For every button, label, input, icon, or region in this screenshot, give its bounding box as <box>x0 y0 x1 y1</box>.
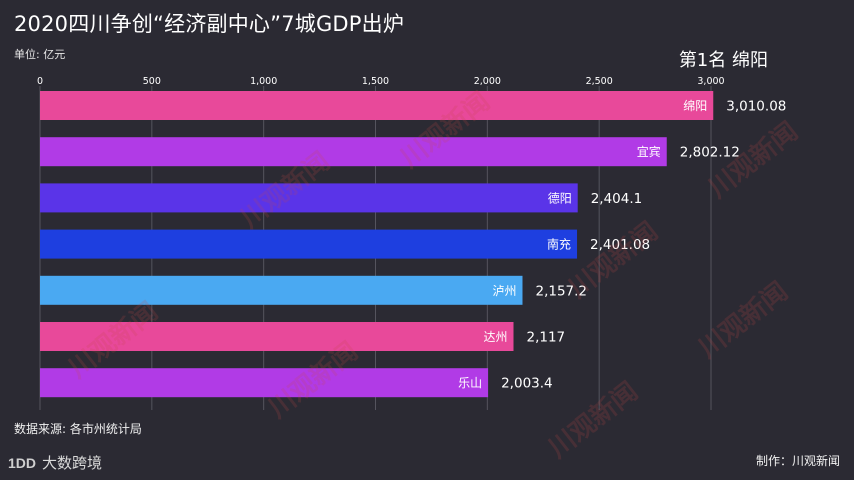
x-tick-label: 2,000 <box>474 76 501 87</box>
logo-icon: 1DD <box>8 454 37 471</box>
bar-category-label: 达州 <box>483 330 507 344</box>
credit-text: 制作：川观新闻 <box>755 454 840 468</box>
bar-value-label: 2,157.2 <box>535 283 587 299</box>
x-tick-label: 0 <box>37 76 43 87</box>
x-tick-label: 1,500 <box>362 76 389 87</box>
bar-value-label: 2,802.12 <box>680 145 740 161</box>
data-source: 数据来源: 各市州统计局 <box>14 422 142 436</box>
bar <box>40 368 489 398</box>
bar <box>40 322 514 351</box>
bar-category-label: 宜宾 <box>637 144 661 159</box>
x-tick-label: 3,000 <box>697 76 724 87</box>
unit-label: 单位: 亿元 <box>14 48 66 61</box>
x-tick-label: 500 <box>143 76 161 87</box>
bar <box>40 275 523 305</box>
bar-value-label: 2,003.4 <box>501 376 553 392</box>
chart-title: 2020四川争创“经济副中心”7城GDP出炉 <box>14 12 405 36</box>
bar <box>40 91 714 120</box>
bar-value-label: 2,404.1 <box>591 191 643 207</box>
rank-label: 第1名 绵阳 <box>678 50 768 71</box>
brand-logo: 1DD 大数跨境 <box>8 452 102 473</box>
bar-category-label: 泸州 <box>492 284 516 298</box>
bar-value-label: 2,117 <box>527 330 566 346</box>
bar <box>40 137 667 167</box>
bar-category-label: 绵阳 <box>683 99 707 113</box>
logo-text: 大数跨境 <box>42 454 103 472</box>
bar-category-label: 乐山 <box>458 376 482 390</box>
bar-value-label: 2,401.08 <box>590 237 650 253</box>
x-tick-label: 2,500 <box>586 76 613 87</box>
x-tick-label: 1,000 <box>250 76 277 87</box>
bar-category-label: 南充 <box>547 237 571 252</box>
bar <box>40 183 578 213</box>
bar-value-label: 3,010.08 <box>726 99 786 115</box>
bar <box>40 229 578 259</box>
bar-category-label: 德阳 <box>548 190 572 205</box>
